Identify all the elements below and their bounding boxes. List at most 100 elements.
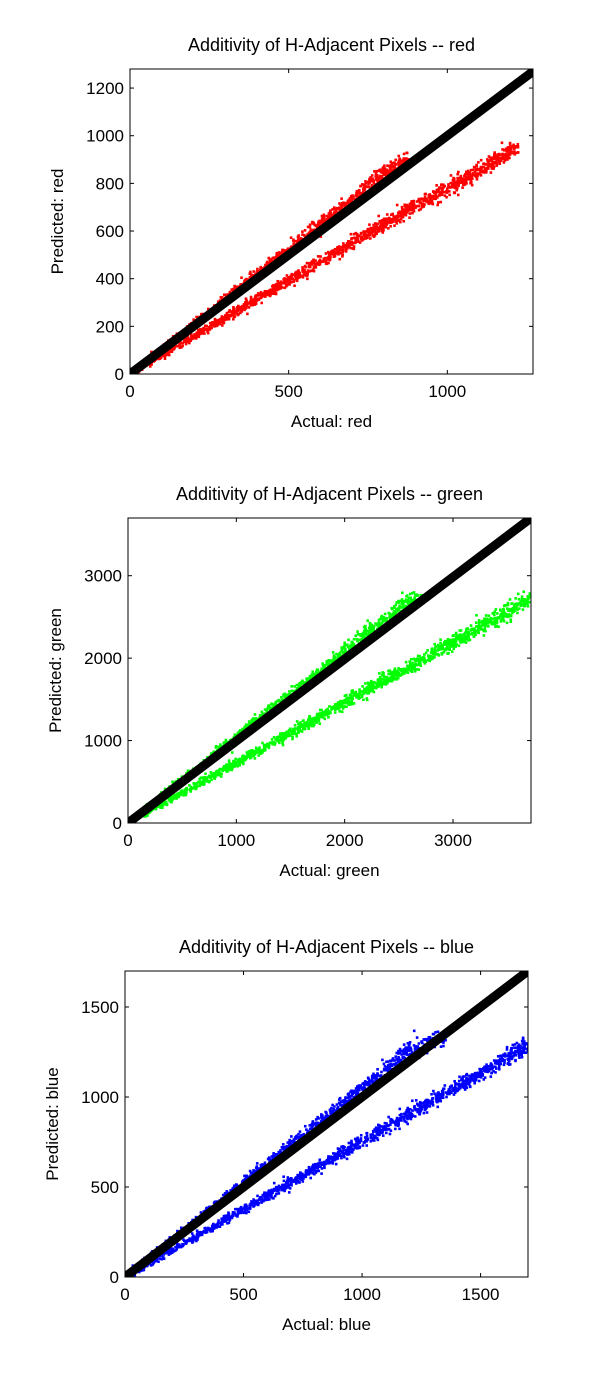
data-point — [437, 643, 440, 647]
data-point — [218, 299, 222, 302]
data-point — [417, 661, 421, 665]
data-point — [311, 268, 315, 272]
data-point — [162, 802, 166, 806]
data-point — [171, 347, 175, 351]
data-point — [242, 762, 245, 766]
data-point — [382, 217, 386, 221]
data-point — [343, 244, 347, 247]
data-point — [195, 331, 199, 335]
data-point — [287, 275, 290, 279]
data-point — [512, 145, 516, 149]
data-point — [475, 613, 478, 617]
data-point — [460, 180, 464, 184]
data-point — [388, 220, 392, 223]
data-point — [487, 625, 490, 628]
data-point — [220, 315, 224, 318]
data-point — [504, 612, 508, 616]
data-point — [338, 1096, 342, 1100]
data-point — [189, 785, 193, 789]
data-point — [372, 230, 375, 233]
data-point — [245, 277, 248, 281]
data-point — [252, 270, 256, 273]
data-point — [493, 610, 497, 614]
y-tick-label: 2000 — [84, 649, 122, 668]
data-point — [392, 215, 395, 218]
data-point — [165, 803, 169, 806]
data-point — [414, 206, 417, 210]
data-point — [412, 1029, 416, 1033]
data-point — [174, 793, 178, 797]
data-point — [304, 721, 308, 725]
data-point — [320, 217, 324, 221]
data-point — [376, 226, 379, 230]
data-point — [502, 619, 506, 623]
data-point — [357, 695, 360, 699]
data-point — [229, 314, 232, 318]
data-point — [420, 202, 424, 206]
data-point — [223, 768, 227, 772]
data-point — [272, 735, 276, 739]
data-point — [509, 607, 513, 611]
data-point — [475, 163, 478, 167]
data-point — [348, 243, 351, 246]
data-point — [337, 249, 341, 252]
data-point — [384, 679, 387, 683]
data-point — [470, 627, 474, 631]
data-point — [292, 732, 295, 736]
data-point — [264, 744, 267, 747]
data-point — [346, 696, 350, 700]
data-point — [388, 218, 392, 222]
data-point — [244, 297, 248, 301]
data-point — [340, 704, 344, 708]
data-point — [516, 151, 520, 154]
data-point — [257, 747, 261, 751]
data-point — [479, 626, 483, 630]
data-point — [236, 764, 240, 768]
data-point — [508, 156, 511, 160]
data-point — [506, 153, 509, 156]
data-point — [484, 167, 487, 170]
data-point — [299, 721, 302, 724]
data-point — [334, 702, 337, 706]
data-point — [250, 718, 254, 722]
data-point — [294, 277, 298, 280]
data-point — [247, 750, 251, 753]
data-point — [299, 725, 302, 728]
data-point — [399, 668, 403, 672]
data-point — [464, 178, 467, 182]
x-tick-label: 500 — [274, 382, 302, 401]
data-point — [230, 288, 233, 291]
data-point — [331, 660, 334, 664]
data-point — [428, 197, 431, 200]
data-point — [390, 679, 394, 683]
data-point — [250, 755, 253, 759]
data-point — [355, 695, 358, 699]
data-point — [209, 776, 212, 780]
data-point — [385, 217, 388, 220]
data-point — [400, 1053, 403, 1056]
data-point — [286, 282, 289, 285]
data-point — [180, 346, 183, 349]
data-point — [406, 666, 410, 669]
data-point — [346, 199, 350, 203]
data-point — [512, 604, 516, 607]
data-point — [292, 730, 295, 734]
data-point — [216, 323, 220, 326]
data-point — [213, 324, 216, 328]
data-point — [378, 677, 382, 681]
data-point — [312, 719, 316, 722]
reference-line-red — [130, 69, 533, 374]
data-point — [244, 306, 248, 310]
data-point — [454, 638, 457, 642]
data-point — [279, 286, 282, 290]
data-point — [224, 738, 228, 742]
data-point — [372, 235, 376, 239]
data-point — [306, 271, 310, 275]
data-point — [379, 617, 383, 621]
data-point — [227, 763, 230, 767]
x-axis-label-red: Actual: red — [291, 412, 372, 431]
data-point — [161, 806, 164, 810]
data-point — [243, 756, 246, 759]
data-point — [469, 629, 472, 632]
data-point — [202, 780, 205, 784]
